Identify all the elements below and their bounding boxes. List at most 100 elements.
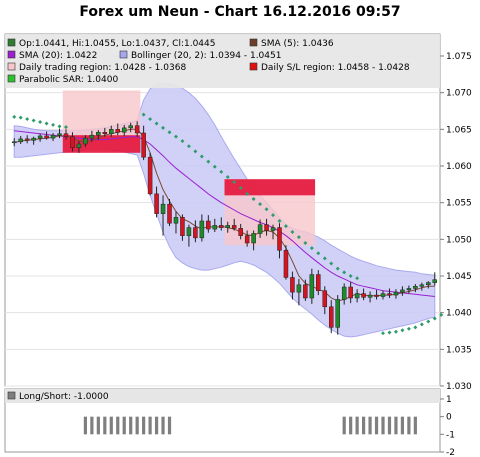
candle-body bbox=[387, 293, 392, 296]
candle-body bbox=[83, 137, 88, 145]
sar-dot bbox=[141, 112, 146, 117]
candle-body bbox=[141, 132, 146, 158]
longshort-bar bbox=[381, 416, 385, 435]
candle-body bbox=[180, 217, 185, 236]
candle-icon bbox=[7, 38, 16, 47]
longshort-bar bbox=[142, 416, 146, 435]
candle-body bbox=[121, 127, 127, 133]
candle-body bbox=[341, 286, 347, 300]
candle-body bbox=[406, 288, 412, 291]
y-tick-label: 1.055 bbox=[446, 199, 472, 209]
candle-body bbox=[128, 125, 133, 129]
candle-body bbox=[199, 220, 205, 239]
legend-entry: SMA (5): 1.0436 bbox=[261, 39, 334, 49]
longshort-bar bbox=[374, 416, 379, 435]
sar-dot bbox=[232, 180, 237, 185]
longshort-bar bbox=[122, 416, 126, 435]
lower-y-tick-label: -2 bbox=[446, 448, 455, 457]
longshort-bar bbox=[116, 416, 120, 435]
candle-body bbox=[115, 129, 121, 133]
longshort-bar bbox=[355, 416, 359, 435]
y-tick-label: 1.060 bbox=[446, 162, 472, 172]
candle-body bbox=[328, 306, 334, 328]
sar-dot bbox=[264, 207, 269, 212]
sar-dot bbox=[212, 164, 217, 169]
sar-dot bbox=[51, 122, 56, 127]
candle-body bbox=[432, 279, 438, 283]
longshort-bar bbox=[109, 416, 113, 435]
sar-dot bbox=[251, 197, 256, 201]
candle-body bbox=[96, 132, 101, 136]
candle-body bbox=[270, 227, 276, 231]
sar-dot bbox=[57, 124, 62, 129]
legend-entry: Parabolic SAR: 1.0400 bbox=[19, 75, 118, 85]
candle-body bbox=[322, 290, 328, 308]
sar-dot bbox=[206, 159, 211, 164]
candle-body bbox=[57, 133, 62, 136]
longshort-bar bbox=[361, 416, 366, 435]
sl-region-icon bbox=[249, 62, 258, 71]
longshort-bar bbox=[413, 416, 417, 435]
sar-dot bbox=[31, 118, 36, 123]
longshort-label: Long/Short: -1.0000 bbox=[19, 392, 109, 402]
candle-body bbox=[193, 227, 198, 239]
candle-body bbox=[348, 286, 353, 299]
longshort-bar bbox=[161, 416, 165, 435]
sar-dot bbox=[186, 144, 191, 149]
candle-body bbox=[419, 284, 425, 287]
longshort-bar bbox=[90, 416, 94, 435]
y-tick-label: 1.050 bbox=[446, 235, 472, 245]
longshort-bar bbox=[368, 416, 372, 435]
bollinger-icon bbox=[119, 50, 128, 59]
candle-body bbox=[37, 135, 43, 139]
longshort-bar bbox=[167, 416, 172, 435]
sar-dot bbox=[148, 117, 153, 122]
y-tick-label: 1.075 bbox=[446, 52, 472, 62]
candle-body bbox=[89, 134, 95, 139]
lower-y-tick-label: -1 bbox=[446, 430, 455, 440]
longshort-bar bbox=[135, 416, 139, 435]
candle-body bbox=[290, 277, 295, 293]
sar-dot bbox=[199, 154, 204, 159]
sar-dot bbox=[245, 191, 250, 196]
sar-dot bbox=[258, 202, 263, 207]
candle-body bbox=[102, 132, 108, 134]
candle-body bbox=[257, 224, 263, 234]
candle-body bbox=[76, 143, 82, 148]
sar-dot bbox=[173, 134, 178, 139]
longshort-bar bbox=[400, 416, 405, 435]
sma20-icon bbox=[7, 50, 16, 59]
candle-body bbox=[361, 293, 366, 298]
candle-body bbox=[354, 293, 360, 299]
candle-body bbox=[160, 203, 166, 214]
candle-body bbox=[393, 291, 399, 296]
candle-body bbox=[134, 125, 140, 134]
candle-body bbox=[154, 193, 159, 214]
candle-body bbox=[316, 274, 321, 291]
candle-body bbox=[63, 133, 69, 137]
legend-entry: Bollinger (20, 2): 1.0394 - 1.0451 bbox=[131, 51, 281, 61]
candle-body bbox=[11, 141, 17, 144]
candle-body bbox=[374, 294, 379, 297]
candle-body bbox=[70, 136, 75, 148]
candle-body bbox=[219, 225, 224, 228]
legend-entry: Daily S/L region: 1.0458 - 1.0428 bbox=[261, 63, 410, 73]
candle-body bbox=[413, 286, 418, 289]
candle-body bbox=[335, 299, 340, 328]
longshort-bar bbox=[387, 416, 392, 435]
legend-bg bbox=[5, 34, 440, 88]
longshort-bar bbox=[407, 416, 411, 435]
sar-dot bbox=[225, 175, 230, 179]
sar-dot bbox=[355, 276, 360, 281]
candle-body bbox=[238, 228, 243, 236]
candle-body bbox=[44, 135, 49, 139]
sar-dot bbox=[342, 270, 347, 275]
daily_sl_region bbox=[224, 179, 316, 196]
y-tick-label: 1.045 bbox=[446, 272, 472, 282]
y-tick-label: 1.035 bbox=[446, 345, 472, 355]
longshort-bar bbox=[148, 416, 152, 435]
longshort-bar bbox=[349, 416, 353, 435]
sar-dot bbox=[154, 121, 159, 126]
candle-body bbox=[109, 129, 114, 134]
